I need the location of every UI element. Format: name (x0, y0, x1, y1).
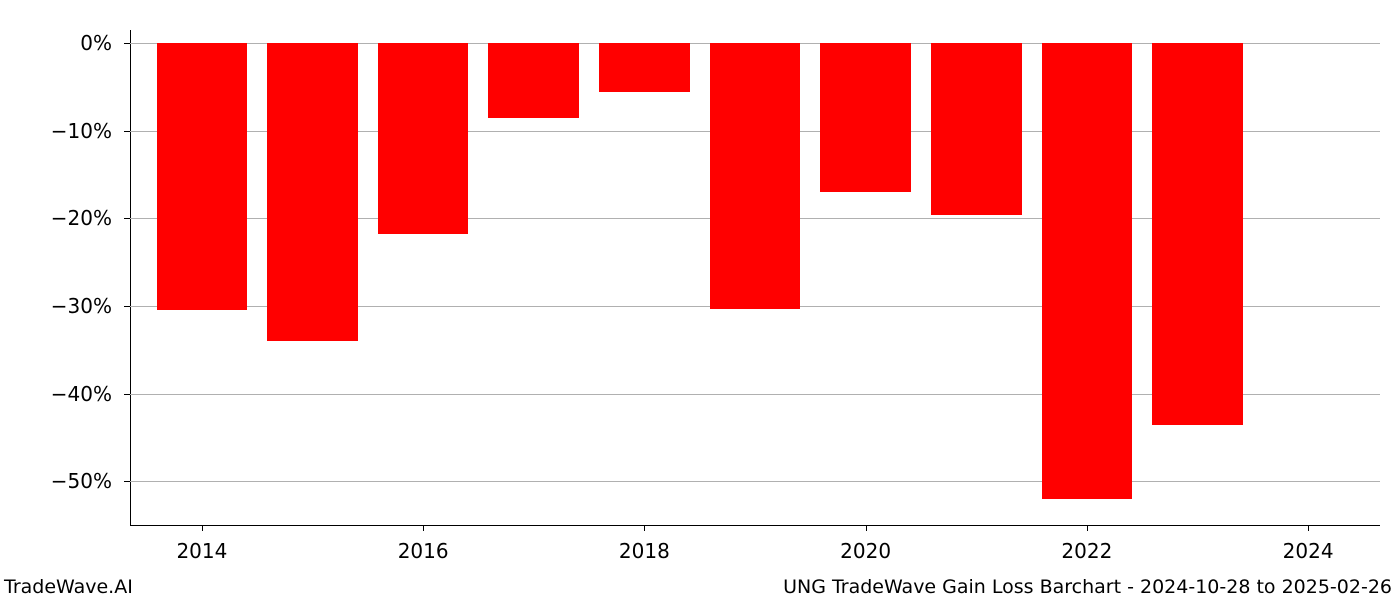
xtick-label: 2014 (176, 525, 227, 563)
xtick-label: 2016 (398, 525, 449, 563)
bar (710, 43, 801, 309)
bar (267, 43, 358, 341)
plot-area: 0%−10%−20%−30%−40%−50%201420162018202020… (130, 30, 1380, 525)
ytick-label: −40% (51, 382, 130, 406)
bar (1152, 43, 1243, 425)
caption-right: UNG TradeWave Gain Loss Barchart - 2024-… (783, 576, 1392, 598)
bar (1042, 43, 1133, 499)
ytick-label: 0% (80, 31, 130, 55)
bar (931, 43, 1022, 215)
bar (157, 43, 248, 310)
bar (488, 43, 579, 118)
bar (599, 43, 690, 92)
axis-spine-left (130, 30, 131, 525)
ytick-label: −20% (51, 206, 130, 230)
xtick-label: 2018 (619, 525, 670, 563)
xtick-label: 2024 (1283, 525, 1334, 563)
gridline (130, 481, 1380, 482)
chart-frame: 0% −10% −20% −30% −40% −50% 2014 2016 2018 2020 20… (0, 0, 1400, 600)
xtick-label: 2022 (1061, 525, 1112, 563)
bar (820, 43, 911, 192)
xtick-label: 2020 (840, 525, 891, 563)
watermark-left: TradeWave.AI (4, 576, 133, 598)
ytick-label: −30% (51, 294, 130, 318)
ytick-label: −50% (51, 469, 130, 493)
bar (378, 43, 469, 234)
ytick-label: −10% (51, 119, 130, 143)
axis-spine-bottom (130, 525, 1380, 526)
